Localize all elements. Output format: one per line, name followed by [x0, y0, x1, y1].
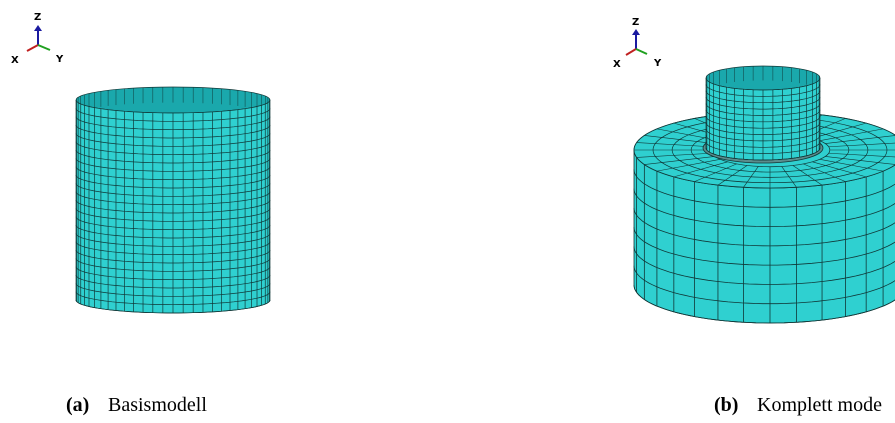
x-arrow — [27, 45, 38, 51]
meshes — [76, 66, 895, 323]
triad-y: Y — [653, 58, 662, 69]
z-head — [632, 29, 640, 35]
triad-x: X — [613, 59, 621, 70]
z-head — [34, 25, 42, 31]
panel-label: (a) — [66, 394, 89, 416]
x-arrow — [626, 49, 636, 55]
panel-caption: Basismodell — [108, 394, 207, 416]
figure: Z X Y Z X Y (a) Basismodell (b) Komplett… — [0, 0, 895, 423]
y-arrow — [636, 49, 647, 54]
panel-caption: Komplett mode — [757, 394, 882, 416]
panel-label: (b) — [714, 394, 738, 416]
axis-triad: Z X Y — [613, 17, 662, 70]
triad-y: Y — [55, 54, 64, 65]
axis-triad: Z X Y — [11, 12, 64, 66]
triad-x: X — [11, 55, 19, 66]
triad-z: Z — [632, 17, 639, 28]
y-arrow — [38, 45, 50, 50]
triad-z: Z — [34, 12, 41, 23]
